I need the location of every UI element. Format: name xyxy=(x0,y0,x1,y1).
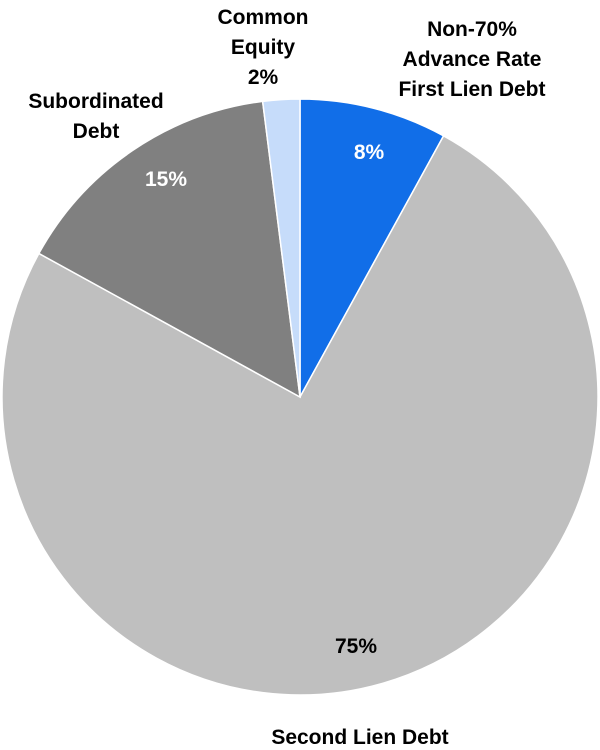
category-label-common-equity: Common Equity 2% xyxy=(218,6,309,89)
pie-slice-subordinated-debt xyxy=(37,100,301,399)
pie-slice-second-lien-debt xyxy=(1,134,599,696)
pie-slices xyxy=(1,98,599,696)
category-label-non-70-advance-rate-first-lien-debt: Non-70% Advance Rate First Lien Debt xyxy=(398,18,545,101)
value-label-subordinated-debt: 15% xyxy=(145,168,187,191)
pie-slice-non-70-advance-rate-first-lien-debt xyxy=(299,98,445,398)
value-label-second-lien-debt: 75% xyxy=(335,635,377,658)
pie-category-labels: Non-70% Advance Rate First Lien Debt Second… xyxy=(28,6,545,749)
value-label-common-equity: 2% xyxy=(248,66,279,89)
category-label-subordinated-debt: Subordinated Debt xyxy=(28,90,163,143)
value-label-non-70-advance-rate-first-lien-debt: 8% xyxy=(354,141,385,164)
pie-value-labels: 8% 75% 15% xyxy=(145,141,385,658)
pie-slice-common-equity xyxy=(261,98,301,398)
category-label-second-lien-debt: Second Lien Debt xyxy=(271,726,448,749)
